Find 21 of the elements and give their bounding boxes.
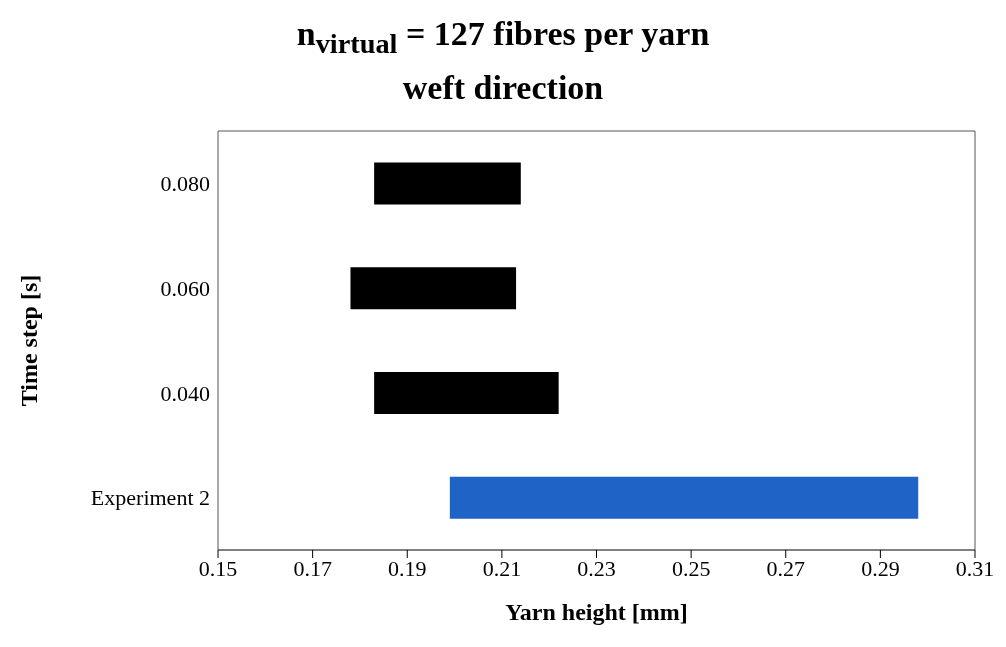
x-axis-title: Yarn height [mm] (505, 598, 688, 625)
x-tick-label: 0.27 (766, 555, 805, 581)
x-tick-label: 0.19 (388, 555, 427, 581)
y-axis-title: Time step [s] (15, 274, 42, 407)
y-tick-label: 0.060 (160, 275, 210, 301)
chart-title: n$_{virtual}$ = 127 fibres per yarn (295, 14, 711, 61)
x-tick-label: 0.29 (861, 555, 900, 581)
x-tick-label: 0.31 (955, 555, 995, 581)
y-tick-label: Experiment 2 (90, 485, 210, 511)
x-tick-label: 0.21 (482, 555, 522, 581)
chart-subtitle: weft direction (401, 67, 605, 108)
x-tick-label: 0.23 (577, 555, 616, 581)
y-tick-label: 0.040 (160, 380, 210, 406)
x-tick-label: 0.15 (198, 555, 238, 581)
bar (449, 476, 919, 519)
x-tick-label: 0.25 (671, 555, 711, 581)
bar (374, 371, 559, 414)
y-tick-label: 0.080 (160, 170, 210, 196)
x-tick-label: 0.17 (293, 555, 332, 581)
bar (350, 266, 517, 309)
bar (374, 162, 521, 205)
